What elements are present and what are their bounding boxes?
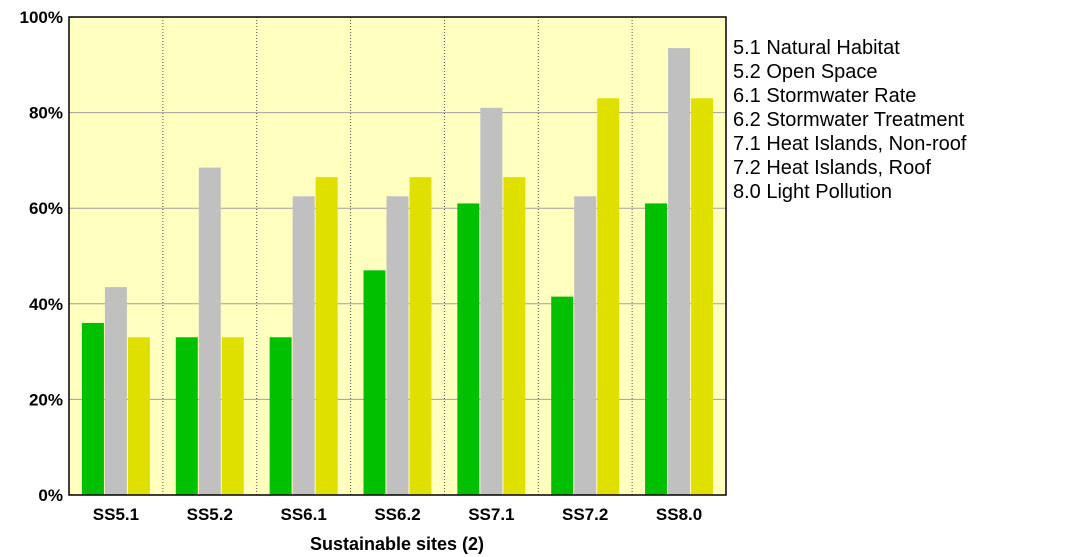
bar <box>292 196 315 495</box>
x-tick-labels: SS5.1 SS5.2 SS6.1 SS6.2 SS7.1 SS7.2 SS8.0 <box>93 505 702 524</box>
bar <box>81 322 104 495</box>
legend-item: 7.1 Heat Islands, Non-roof <box>733 133 967 155</box>
y-tick-label: 100% <box>20 8 63 27</box>
legend-item: 6.1 Stormwater Rate <box>733 85 917 107</box>
bar <box>198 167 221 495</box>
bar <box>574 196 597 495</box>
legend-item: 5.1 Natural Habitat <box>733 37 900 59</box>
bar <box>668 48 691 495</box>
x-tick-label: SS8.0 <box>656 505 702 524</box>
bar <box>269 337 292 495</box>
legend-item: 5.2 Open Space <box>733 61 878 83</box>
x-tick-label: SS6.1 <box>280 505 326 524</box>
legend-item: 8.0 Light Pollution <box>733 181 893 203</box>
y-tick-label: 80% <box>29 104 63 123</box>
x-tick-label: SS7.1 <box>468 505 514 524</box>
bar <box>386 196 409 495</box>
x-axis-label: Sustainable sites (2) <box>310 534 484 554</box>
bars <box>81 48 714 496</box>
bar <box>480 107 503 495</box>
bar <box>315 177 338 495</box>
bar <box>503 177 526 495</box>
y-tick-labels: 0% 20% 40% 60% 80% 100% <box>20 8 63 505</box>
y-tick-label: 40% <box>29 295 63 314</box>
y-tick-label: 60% <box>29 199 63 218</box>
bar <box>551 296 574 495</box>
bar <box>363 270 386 495</box>
bar <box>221 337 244 495</box>
y-tick-label: 20% <box>29 390 63 409</box>
bar <box>691 98 714 495</box>
bar <box>127 337 150 495</box>
y-tick-label: 0% <box>38 486 63 505</box>
bar <box>645 203 668 496</box>
x-tick-label: SS5.1 <box>93 505 139 524</box>
bar <box>457 203 480 496</box>
bar <box>597 98 620 495</box>
bar <box>104 287 127 495</box>
legend-item: 7.2 Heat Islands, Roof <box>733 157 931 179</box>
legend: 5.1 Natural Habitat 5.2 Open Space 6.1 S… <box>733 36 966 204</box>
x-tick-label: SS7.2 <box>562 505 608 524</box>
bar <box>175 337 198 495</box>
x-tick-label: SS6.2 <box>374 505 420 524</box>
bar <box>409 177 432 495</box>
plot-frame <box>68 16 727 496</box>
legend-item: 6.2 Stormwater Treatment <box>733 109 965 131</box>
x-tick-label: SS5.2 <box>187 505 233 524</box>
